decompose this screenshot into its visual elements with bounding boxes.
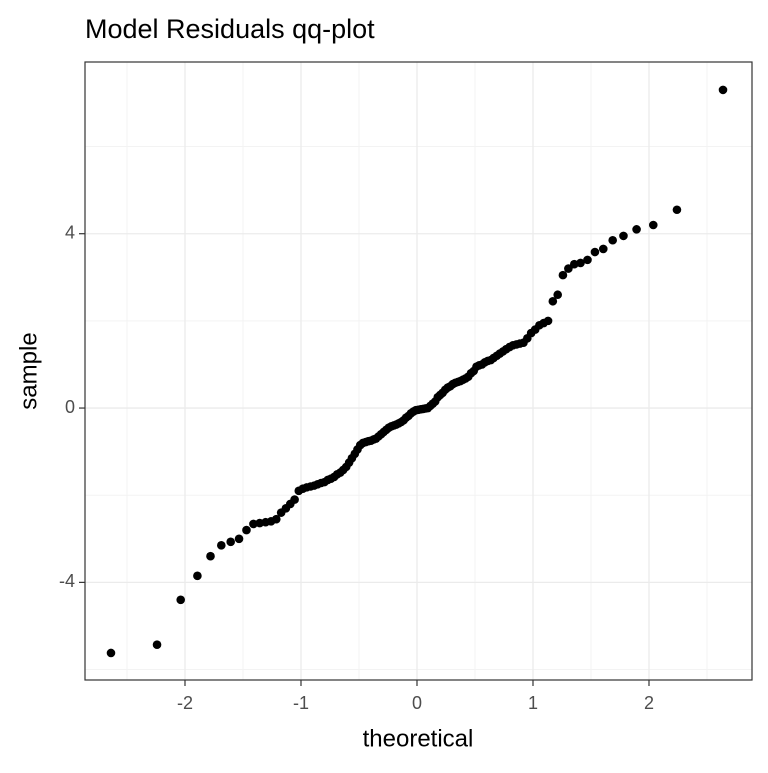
y-tick-label: -4	[59, 571, 75, 591]
point	[106, 648, 116, 658]
point	[193, 571, 202, 581]
point	[271, 514, 281, 524]
x-tick-label: 0	[412, 693, 422, 713]
x-axis-label: theoretical	[363, 725, 474, 752]
point	[608, 235, 617, 245]
point	[242, 525, 251, 535]
point	[249, 519, 258, 529]
y-axis-label: sample	[15, 332, 42, 409]
y-tick-label: 4	[65, 222, 75, 242]
axes: -2 -1 0 1 2 -4 0 4	[59, 222, 654, 712]
point	[206, 551, 215, 561]
chart-title: Model Residuals qq-plot	[85, 14, 375, 44]
point	[176, 595, 185, 605]
grid	[85, 62, 752, 680]
point	[290, 495, 299, 504]
y-tick-label: 0	[65, 397, 75, 417]
point	[226, 537, 235, 547]
point	[217, 541, 226, 550]
point	[553, 290, 562, 300]
point	[152, 640, 162, 649]
point	[619, 231, 628, 241]
point	[598, 244, 608, 254]
point	[558, 270, 568, 280]
point	[576, 258, 585, 268]
point	[234, 534, 244, 544]
panel-border	[84, 61, 753, 681]
point	[648, 220, 658, 230]
point	[548, 296, 558, 306]
x-tick-label: -1	[293, 693, 309, 713]
point	[564, 264, 573, 273]
point	[672, 205, 682, 215]
point	[543, 316, 553, 326]
points	[106, 85, 728, 658]
point	[590, 247, 600, 257]
x-tick-label: 2	[644, 693, 654, 713]
point	[632, 225, 641, 234]
point	[583, 255, 592, 265]
point	[718, 85, 728, 95]
x-tick-label: 1	[528, 693, 538, 713]
x-tick-label: -2	[177, 693, 193, 713]
